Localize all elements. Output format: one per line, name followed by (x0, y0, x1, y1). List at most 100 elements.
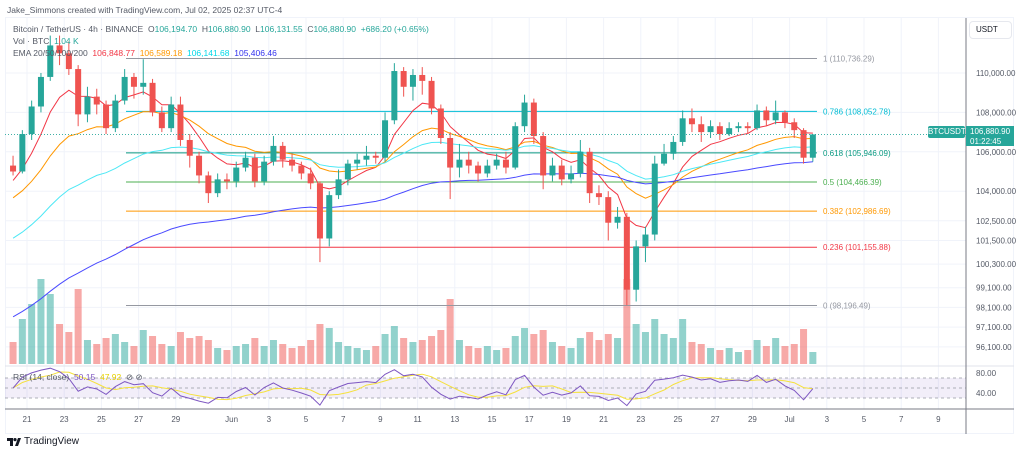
volume-bar (511, 336, 519, 364)
price-tick-label: 101,500.00 (976, 236, 1017, 245)
candle-body (84, 96, 91, 115)
ema-legend[interactable]: EMA 20/50/100/200 106,848.77 106,589.18 … (13, 48, 277, 58)
volume-bar (660, 334, 668, 364)
low-label: L (255, 24, 261, 34)
candle-body (586, 151, 593, 194)
ema200-value: 105,406.46 (234, 48, 277, 58)
tradingview-logo[interactable]: TradingView (7, 436, 79, 447)
hidden-value-icon: ⊘ ⊘ (125, 372, 143, 382)
candle-body (475, 165, 482, 174)
candle-body (168, 104, 175, 129)
time-tick-label: 5 (304, 415, 309, 424)
volume-bar (372, 346, 380, 364)
candle-body (540, 136, 547, 176)
time-tick-label: 23 (60, 415, 69, 424)
volume-bar (753, 340, 761, 364)
volume-bar (214, 348, 222, 364)
volume-bar (586, 332, 594, 364)
candle-body (679, 118, 686, 142)
candle-body (409, 74, 416, 87)
volume-bar (335, 342, 343, 364)
ema100-value: 106,141.68 (186, 48, 230, 58)
volume-bar (465, 346, 473, 364)
chart-frame (5, 17, 1014, 434)
time-tick-label: 23 (636, 415, 645, 424)
currency-button[interactable]: USDT (969, 21, 1012, 39)
volume-bar (790, 344, 798, 364)
volume-bar (65, 332, 73, 364)
volume-bar (251, 338, 259, 364)
fib-level-label: 0.382 (102,986.69) (823, 207, 891, 216)
candle-body (456, 159, 463, 168)
volume-bar (223, 350, 231, 364)
candle-body (316, 183, 323, 239)
volume-bar (158, 344, 166, 364)
rsi-ma-value: 47.92 (99, 372, 122, 382)
volume-bar (344, 346, 352, 364)
volume-bar (83, 340, 91, 364)
time-tick-label: 21 (599, 415, 608, 424)
volume-bar (548, 342, 556, 364)
volume-bar (409, 342, 417, 364)
volume-bar (93, 344, 101, 364)
volume-bar (204, 340, 212, 364)
time-tick-label: 27 (134, 415, 143, 424)
candle-body (781, 112, 788, 123)
attribution: Jake_Simmons created with TradingView.co… (7, 5, 283, 15)
symbol-legend: Bitcoin / TetherUS · 4h · BINANCE O106,1… (13, 24, 429, 34)
time-tick-label: 27 (711, 415, 720, 424)
candle-body (623, 216, 630, 290)
symbol-title[interactable]: Bitcoin / TetherUS · 4h · BINANCE (13, 24, 144, 34)
axes: 110,000.00 108,000.00 106,000.00 104,000.00… (5, 18, 1017, 434)
volume-bar (130, 346, 138, 364)
candle-body (651, 163, 658, 235)
time-tick-label: 11 (413, 415, 422, 424)
volume-bar (623, 279, 631, 364)
volume-bar (139, 330, 147, 364)
candle-body (614, 216, 621, 223)
candle-body (298, 165, 305, 174)
price-tick-label: 104,000.00 (976, 187, 1017, 196)
time-tick-label: 19 (562, 415, 571, 424)
fib-level-label: 0 (98,196.49) (823, 302, 871, 311)
volume-bar (390, 326, 398, 364)
candle-body (744, 126, 751, 129)
volume-bar (46, 294, 54, 364)
volume-bar (111, 334, 119, 364)
volume-bar (772, 338, 780, 364)
high-label: H (201, 24, 209, 34)
time-tick-label: Jul (784, 415, 794, 424)
time-tick-label: 25 (674, 415, 683, 424)
candle-body (642, 234, 649, 247)
candle-body (279, 145, 286, 160)
volume-bar (567, 348, 575, 364)
volume-bar (716, 350, 724, 364)
volume-bar (679, 319, 687, 364)
candle-body (37, 76, 44, 107)
candle-body (65, 53, 72, 70)
volume-legend[interactable]: Vol · BTC 1.04 K (13, 36, 79, 46)
volume-bar (56, 324, 64, 364)
rsi-tick-label: 40.00 (976, 389, 997, 398)
fibonacci-retracement[interactable]: 1 (110,736.29) 0.786 (108,052.78) 0.618 (1… (126, 54, 891, 311)
volume-bar (697, 344, 705, 364)
candle-body (233, 167, 240, 182)
close-label: C (307, 24, 314, 34)
candle-body (363, 155, 370, 160)
candle-body (670, 141, 677, 154)
close-value: 106,880.90 (313, 24, 356, 34)
volume-bar (307, 340, 315, 364)
time-tick-label: 9 (936, 415, 941, 424)
candle-body (10, 165, 17, 172)
candle-body (428, 80, 435, 109)
candle-body (205, 175, 212, 194)
volume-bar (539, 330, 547, 364)
candles (10, 35, 816, 306)
candle-body (391, 71, 398, 121)
rsi-pane (5, 365, 1014, 399)
volume-bar (260, 346, 268, 364)
rsi-legend[interactable]: RSI (14, close) 50.15 47.92 ⊘ ⊘ (13, 372, 143, 382)
volume-bar (242, 344, 250, 364)
candle-body (75, 69, 82, 115)
